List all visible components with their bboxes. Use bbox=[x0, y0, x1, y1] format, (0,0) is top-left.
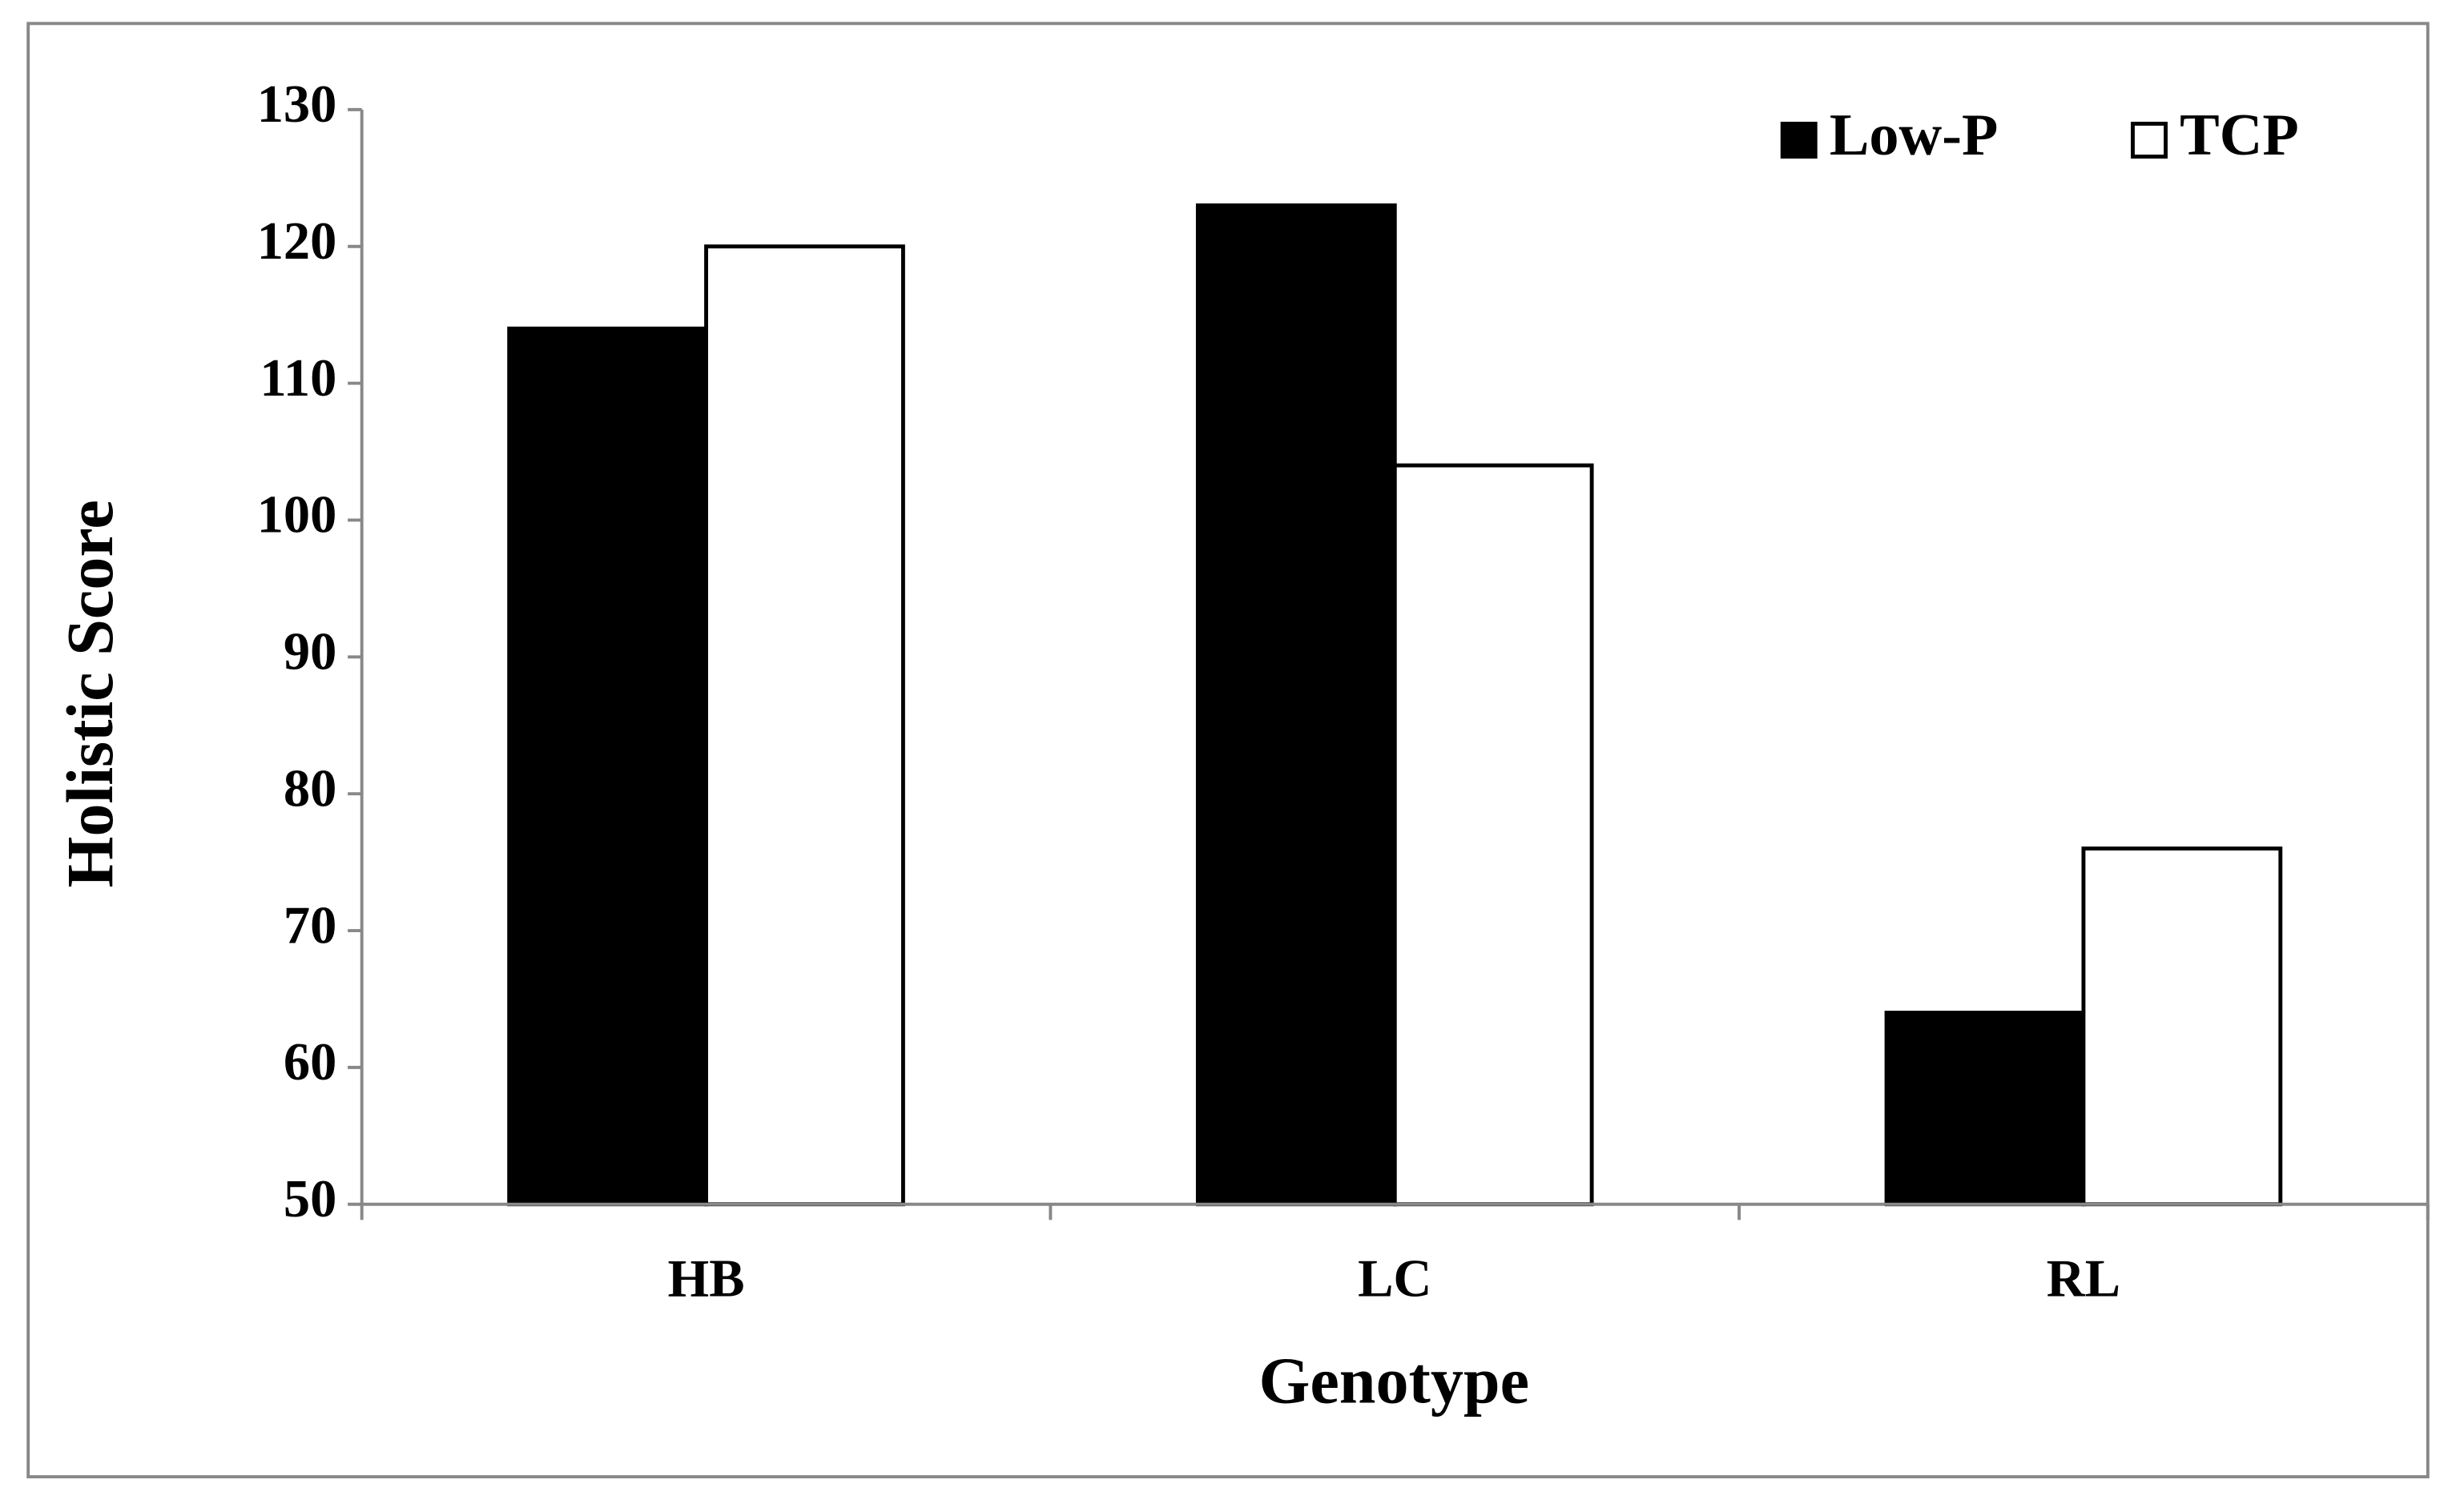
x-tick-label: HB bbox=[668, 1250, 745, 1309]
y-tick-label: 110 bbox=[260, 349, 336, 408]
y-tick-label: 60 bbox=[284, 1033, 336, 1092]
legend-swatch bbox=[1780, 122, 1818, 159]
bar bbox=[2081, 846, 2283, 1207]
bar bbox=[507, 326, 708, 1207]
y-tick-label: 50 bbox=[284, 1170, 336, 1228]
y-tick-label: 130 bbox=[257, 75, 337, 134]
x-axis-title: Genotype bbox=[1258, 1344, 1529, 1417]
bar bbox=[1392, 463, 1594, 1207]
y-tick-label: 90 bbox=[284, 623, 336, 682]
y-tick-label: 70 bbox=[284, 896, 336, 955]
x-tick-label: RL bbox=[2047, 1250, 2120, 1309]
x-tick-label: LC bbox=[1358, 1250, 1431, 1309]
bar bbox=[1884, 1011, 2086, 1207]
bar bbox=[704, 244, 905, 1207]
legend-swatch bbox=[2131, 122, 2168, 159]
legend-label: TCP bbox=[2180, 103, 2299, 168]
legend-label: Low-P bbox=[1830, 103, 1998, 168]
y-tick-label: 80 bbox=[284, 759, 336, 818]
y-axis-title: Holistic Score bbox=[54, 500, 127, 887]
bar bbox=[1195, 203, 1397, 1207]
y-tick-label: 100 bbox=[257, 486, 337, 545]
y-tick-label: 120 bbox=[257, 212, 337, 271]
